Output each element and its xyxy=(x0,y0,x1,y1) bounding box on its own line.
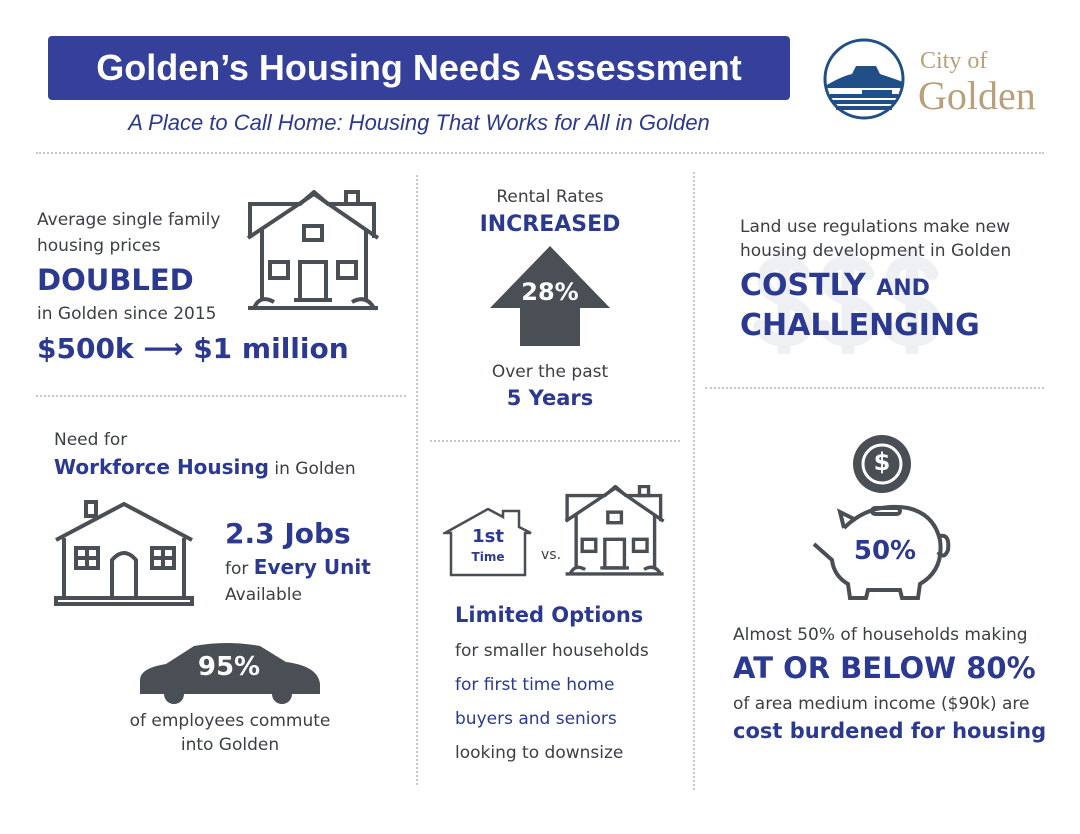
jobs-every-unit: Every Unit xyxy=(253,555,371,579)
burden-highlight: AT OR BELOW 80% xyxy=(733,651,1036,685)
workforce-highlight: Workforce Housing xyxy=(54,455,269,479)
coin-icon xyxy=(853,435,911,493)
first-time-badge-1: 1st xyxy=(472,526,504,547)
coin-dollar: $ xyxy=(873,448,891,476)
divider xyxy=(430,440,680,442)
workforce-text-1: Need for xyxy=(54,430,128,450)
commute-text-2: into Golden xyxy=(180,735,280,755)
first-time-badge-2: Time xyxy=(471,550,505,564)
options-line: for first time home xyxy=(455,675,615,695)
land-text-1: Land use regulations make new xyxy=(740,217,1011,237)
small-house-icon xyxy=(443,507,532,577)
logo-text-city-of: City of xyxy=(920,48,988,74)
price-to: $1 million xyxy=(193,332,349,365)
city-logo: City of Golden xyxy=(822,38,1044,120)
options-title: Limited Options xyxy=(455,603,644,627)
burden-text-2: of area medium income ($90k) are xyxy=(733,694,1030,714)
divider xyxy=(693,172,695,790)
house-icon xyxy=(564,485,665,576)
jobs-available: Available xyxy=(225,585,302,605)
workforce-heading: Workforce Housing in Golden xyxy=(54,455,356,479)
vs-label: vs. xyxy=(541,547,562,563)
city-seal-icon xyxy=(823,38,905,120)
options-line: looking to downsize xyxy=(455,743,624,763)
car-icon xyxy=(140,643,320,704)
prices-highlight: DOUBLED xyxy=(37,263,194,297)
arrow-right-icon: ⟶ xyxy=(143,332,184,365)
dollar-signs-icon xyxy=(753,248,941,354)
house-icon xyxy=(246,190,380,310)
logo-text-golden: Golden xyxy=(918,73,1036,118)
arrow-up-icon xyxy=(490,246,610,346)
prices-text-2: housing prices xyxy=(37,236,161,256)
burden-text-3: cost burdened for housing xyxy=(733,719,1047,743)
piggy-bank-icon xyxy=(812,504,951,600)
commute-text-1: of employees commute xyxy=(129,711,331,731)
options-line: buyers and seniors xyxy=(455,709,617,729)
divider xyxy=(36,395,406,397)
prices-text-3: in Golden since 2015 xyxy=(37,304,217,324)
house-icon xyxy=(54,500,194,606)
land-highlight-2: CHALLENGING xyxy=(740,308,980,343)
page-title: Golden’s Housing Needs Assessment xyxy=(48,36,790,100)
rental-text: Over the past xyxy=(491,362,609,382)
page-subtitle: A Place to Call Home: Housing That Works… xyxy=(128,110,710,135)
land-and: AND xyxy=(876,276,930,301)
workforce-suffix: in Golden xyxy=(268,459,356,479)
prices-text-1: Average single family xyxy=(37,210,221,230)
divider xyxy=(705,387,1044,389)
price-from: $500k xyxy=(37,332,134,365)
commute-percent: 95% xyxy=(197,652,261,682)
land-text-2: housing development in Golden xyxy=(740,241,1012,261)
jobs-for: for xyxy=(225,559,254,579)
burden-text-1: Almost 50% of households making xyxy=(733,625,1028,645)
options-line: for smaller households xyxy=(455,641,649,661)
rental-highlight: INCREASED xyxy=(479,212,621,237)
divider xyxy=(36,152,1044,154)
burden-percent: 50% xyxy=(853,536,917,566)
rental-period: 5 Years xyxy=(506,386,594,410)
land-highlight-1: COSTLY AND xyxy=(740,268,930,307)
jobs-count: 2.3 Jobs xyxy=(225,517,351,550)
divider xyxy=(416,175,418,785)
land-costly: COSTLY xyxy=(740,268,866,303)
rental-label: Rental Rates xyxy=(496,187,604,207)
price-change: $500k ⟶ $1 million xyxy=(37,332,349,365)
jobs-per-unit: for Every Unit xyxy=(225,555,371,579)
rental-percent: 28% xyxy=(521,278,579,306)
